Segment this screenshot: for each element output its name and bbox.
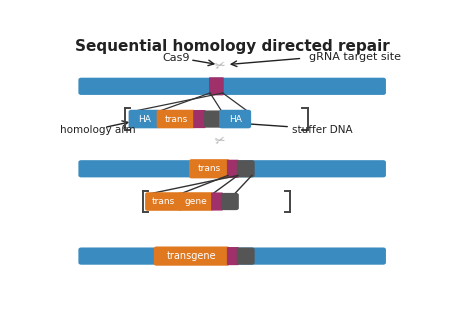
FancyBboxPatch shape — [237, 248, 255, 265]
Text: transgene: transgene — [167, 251, 217, 261]
FancyBboxPatch shape — [227, 247, 239, 265]
FancyBboxPatch shape — [219, 110, 251, 128]
Text: gene: gene — [184, 197, 207, 206]
FancyBboxPatch shape — [78, 78, 386, 95]
FancyBboxPatch shape — [178, 192, 213, 211]
Text: Sequential homology directed repair: Sequential homology directed repair — [75, 39, 390, 54]
FancyBboxPatch shape — [78, 248, 386, 265]
Text: homology arm: homology arm — [60, 125, 136, 135]
FancyBboxPatch shape — [157, 110, 196, 128]
Text: HA: HA — [138, 115, 151, 123]
Text: ✂: ✂ — [213, 134, 226, 149]
FancyBboxPatch shape — [129, 110, 160, 128]
Text: trans: trans — [152, 197, 175, 206]
FancyBboxPatch shape — [204, 111, 223, 128]
Text: Cas9: Cas9 — [162, 53, 190, 63]
Text: ✂: ✂ — [213, 59, 226, 74]
FancyBboxPatch shape — [209, 77, 224, 95]
Text: trans: trans — [198, 164, 221, 173]
FancyBboxPatch shape — [193, 110, 206, 128]
Text: stuffer DNA: stuffer DNA — [292, 125, 352, 135]
FancyBboxPatch shape — [189, 159, 230, 178]
FancyBboxPatch shape — [227, 160, 239, 178]
FancyBboxPatch shape — [154, 246, 230, 266]
FancyBboxPatch shape — [78, 160, 386, 177]
FancyBboxPatch shape — [221, 193, 239, 210]
Text: gRNA target site: gRNA target site — [309, 52, 401, 62]
Text: HA: HA — [229, 115, 241, 123]
Text: trans: trans — [164, 115, 188, 123]
FancyBboxPatch shape — [211, 192, 223, 211]
FancyBboxPatch shape — [145, 192, 182, 211]
FancyBboxPatch shape — [237, 160, 255, 177]
